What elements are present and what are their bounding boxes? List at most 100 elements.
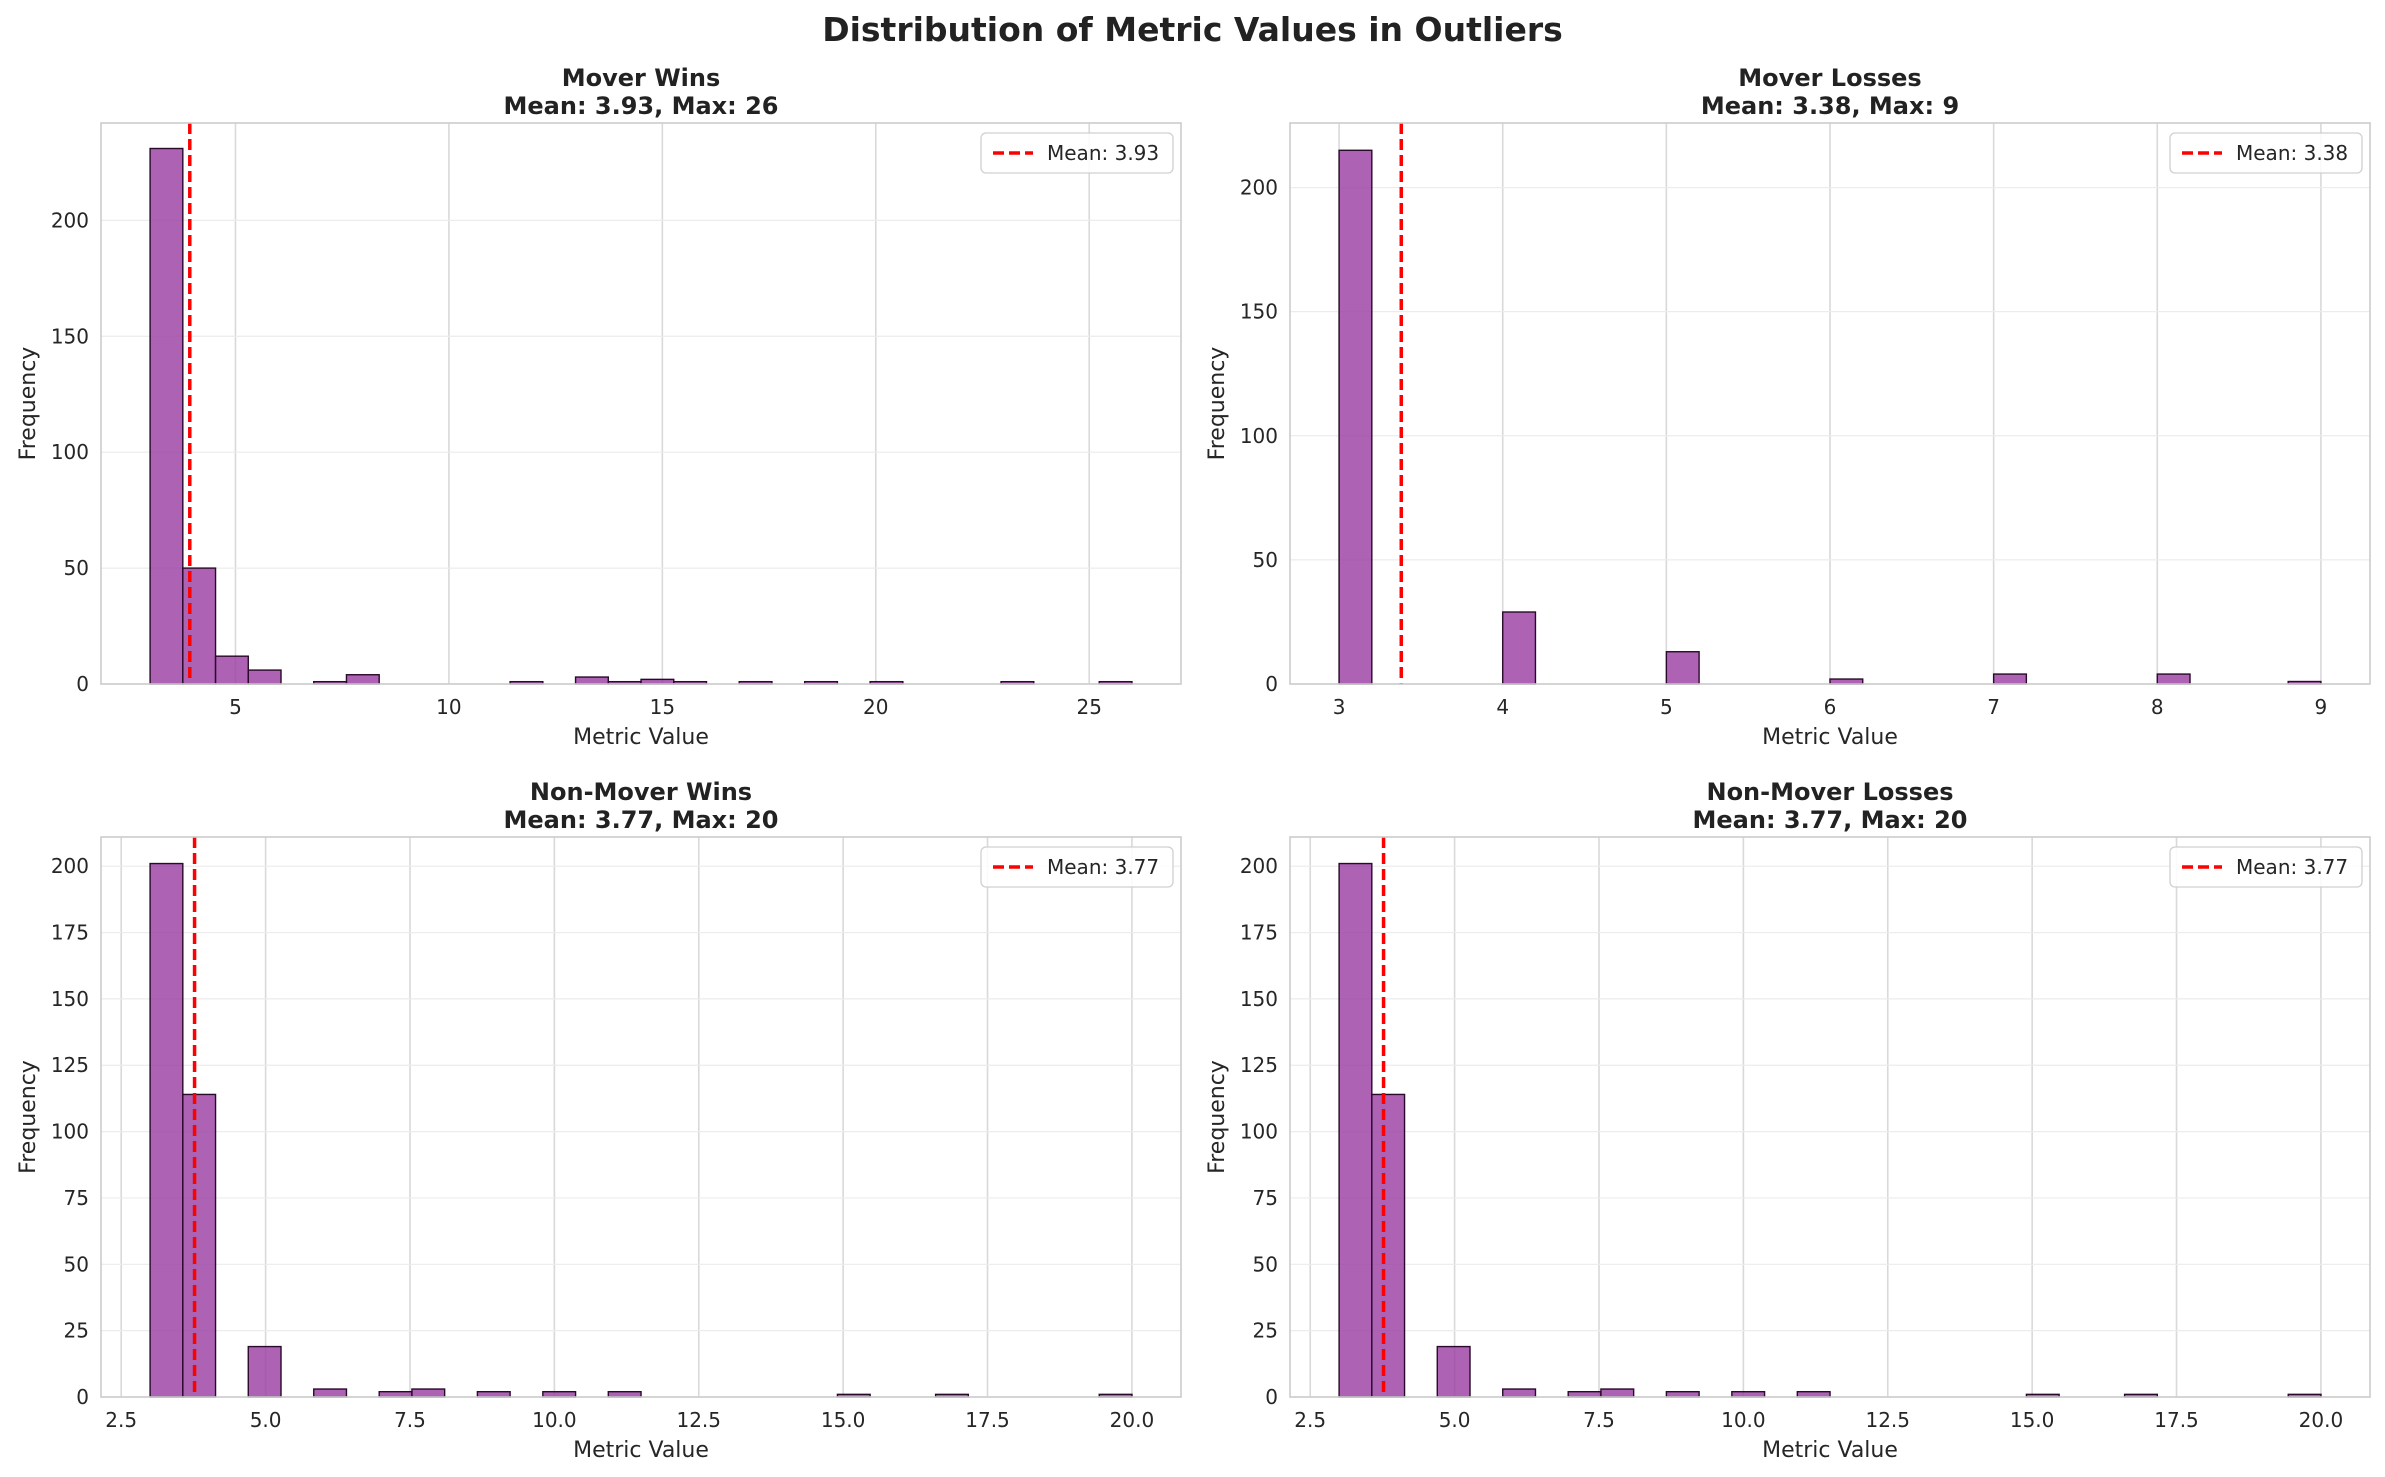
y-tick-label: 75 bbox=[64, 1186, 89, 1210]
y-tick-label: 100 bbox=[51, 1120, 89, 1144]
histogram-bar bbox=[182, 1093, 217, 1398]
x-tick-label: 10.0 bbox=[532, 1408, 577, 1432]
y-tick-label: 50 bbox=[64, 1252, 89, 1276]
x-tick-label: 6 bbox=[1824, 695, 1837, 719]
x-tick-label: 2.5 bbox=[105, 1408, 137, 1432]
histogram-bar bbox=[149, 147, 184, 685]
histogram-bar bbox=[1338, 862, 1373, 1398]
histogram-bar bbox=[182, 567, 217, 685]
legend-box bbox=[2169, 132, 2363, 174]
y-tick-label: 200 bbox=[1240, 854, 1278, 878]
x-axis-label: Metric Value bbox=[573, 1438, 709, 1463]
histogram-bar bbox=[313, 1388, 348, 1398]
x-tick-label: 17.5 bbox=[965, 1408, 1010, 1432]
y-tick-label: 0 bbox=[1265, 672, 1278, 696]
x-tick-label: 7.5 bbox=[394, 1408, 426, 1432]
subplot-title: Mover Losses bbox=[1738, 64, 1921, 92]
y-tick-label: 25 bbox=[1253, 1319, 1278, 1343]
legend-box bbox=[980, 132, 1174, 174]
x-tick-label: 10 bbox=[436, 695, 461, 719]
y-tick-label: 100 bbox=[1240, 424, 1278, 448]
x-tick-label: 8 bbox=[2151, 695, 2164, 719]
y-tick-label: 200 bbox=[51, 854, 89, 878]
y-tick-label: 100 bbox=[51, 440, 89, 464]
x-tick-label: 7.5 bbox=[1583, 1408, 1615, 1432]
x-tick-label: 4 bbox=[1496, 695, 1509, 719]
y-axis-label: Frequency bbox=[16, 347, 41, 461]
legend-label: Mean: 3.93 bbox=[1047, 141, 1159, 165]
histogram-bar bbox=[1436, 1345, 1471, 1398]
axes-frame bbox=[1289, 836, 2371, 1398]
x-tick-label: 15.0 bbox=[2010, 1408, 2055, 1432]
y-tick-label: 0 bbox=[76, 672, 89, 696]
x-tick-label: 7 bbox=[1987, 695, 2000, 719]
histogram-bar bbox=[214, 655, 249, 685]
subplot-subtitle: Mean: 3.77, Max: 20 bbox=[1693, 806, 1968, 834]
x-tick-label: 17.5 bbox=[2154, 1408, 2199, 1432]
x-tick-label: 12.5 bbox=[1865, 1408, 1910, 1432]
histogram-bar bbox=[345, 674, 380, 685]
x-tick-label: 10.0 bbox=[1721, 1408, 1766, 1432]
y-tick-label: 50 bbox=[1253, 548, 1278, 572]
y-tick-label: 50 bbox=[1253, 1252, 1278, 1276]
y-tick-label: 175 bbox=[1240, 921, 1278, 945]
histogram-bar bbox=[574, 676, 609, 685]
histogram-bar bbox=[247, 669, 282, 685]
y-tick-label: 150 bbox=[1240, 987, 1278, 1011]
histogram-bar bbox=[149, 862, 184, 1398]
x-tick-label: 3 bbox=[1333, 695, 1346, 719]
y-tick-label: 0 bbox=[1265, 1385, 1278, 1409]
y-tick-label: 150 bbox=[51, 987, 89, 1011]
legend: Mean: 3.93 bbox=[980, 132, 1174, 174]
x-tick-label: 15 bbox=[650, 695, 675, 719]
subplot-4: 2.5 5.0 7.5 10.0 12.5 15.0 17.5 20.0 0 25 50 75 100 1… bbox=[1205, 778, 2371, 1463]
x-axis-label: Metric Value bbox=[1762, 725, 1898, 750]
axes-frame bbox=[100, 122, 1182, 685]
x-tick-label: 9 bbox=[2315, 695, 2328, 719]
y-tick-label: 150 bbox=[51, 324, 89, 348]
x-tick-label: 20.0 bbox=[1110, 1408, 1155, 1432]
x-tick-label: 20.0 bbox=[2299, 1408, 2344, 1432]
histogram-bar bbox=[1600, 1388, 1635, 1398]
subplot-title: Non-Mover Wins bbox=[530, 778, 752, 806]
y-tick-label: 75 bbox=[1253, 1186, 1278, 1210]
subplot-title: Mover Wins bbox=[562, 64, 721, 92]
x-axis-label: Metric Value bbox=[573, 725, 709, 750]
figure-title: Distribution of Metric Values in Outlier… bbox=[822, 10, 1563, 49]
histogram-bar bbox=[411, 1388, 446, 1398]
legend: Mean: 3.77 bbox=[980, 846, 1174, 888]
x-tick-label: 5 bbox=[229, 695, 242, 719]
histogram-bar bbox=[1502, 1388, 1537, 1398]
y-axis-label: Frequency bbox=[1205, 1060, 1230, 1174]
subplot-2: 3 4 5 6 7 8 9 0 50 100 150 200 Metric Value Frequency… bbox=[1205, 64, 2371, 750]
y-tick-label: 200 bbox=[51, 208, 89, 232]
y-tick-label: 0 bbox=[76, 1385, 89, 1409]
legend-label: Mean: 3.77 bbox=[1047, 855, 1159, 879]
legend-label: Mean: 3.38 bbox=[2236, 141, 2348, 165]
subplot-subtitle: Mean: 3.38, Max: 9 bbox=[1701, 92, 1959, 120]
x-tick-label: 25 bbox=[1076, 695, 1101, 719]
y-tick-label: 125 bbox=[51, 1053, 89, 1077]
subplot-title: Non-Mover Losses bbox=[1706, 778, 1953, 806]
subplot-subtitle: Mean: 3.77, Max: 20 bbox=[504, 806, 779, 834]
y-tick-label: 100 bbox=[1240, 1120, 1278, 1144]
histogram-bar bbox=[1992, 673, 2028, 685]
histogram-bar bbox=[1338, 149, 1373, 685]
y-tick-label: 175 bbox=[51, 921, 89, 945]
histogram-bar bbox=[1371, 1093, 1406, 1398]
axes-frame bbox=[100, 836, 1182, 1398]
x-tick-label: 5.0 bbox=[1439, 1408, 1471, 1432]
subplot-1: 5 10 15 20 25 0 50 100 150 200 Metric Value Frequen… bbox=[16, 64, 1182, 750]
x-tick-label: 12.5 bbox=[676, 1408, 721, 1432]
histogram-bar bbox=[1502, 611, 1537, 685]
histogram-bar bbox=[2156, 673, 2191, 685]
x-axis-label: Metric Value bbox=[1762, 1438, 1898, 1463]
y-tick-label: 200 bbox=[1240, 176, 1278, 200]
histogram-bar bbox=[247, 1345, 282, 1398]
x-tick-label: 5.0 bbox=[250, 1408, 282, 1432]
y-tick-label: 50 bbox=[64, 556, 89, 580]
x-tick-label: 20 bbox=[863, 695, 888, 719]
x-tick-label: 15.0 bbox=[821, 1408, 866, 1432]
y-axis-label: Frequency bbox=[16, 1060, 41, 1174]
legend: Mean: 3.77 bbox=[2169, 846, 2363, 888]
